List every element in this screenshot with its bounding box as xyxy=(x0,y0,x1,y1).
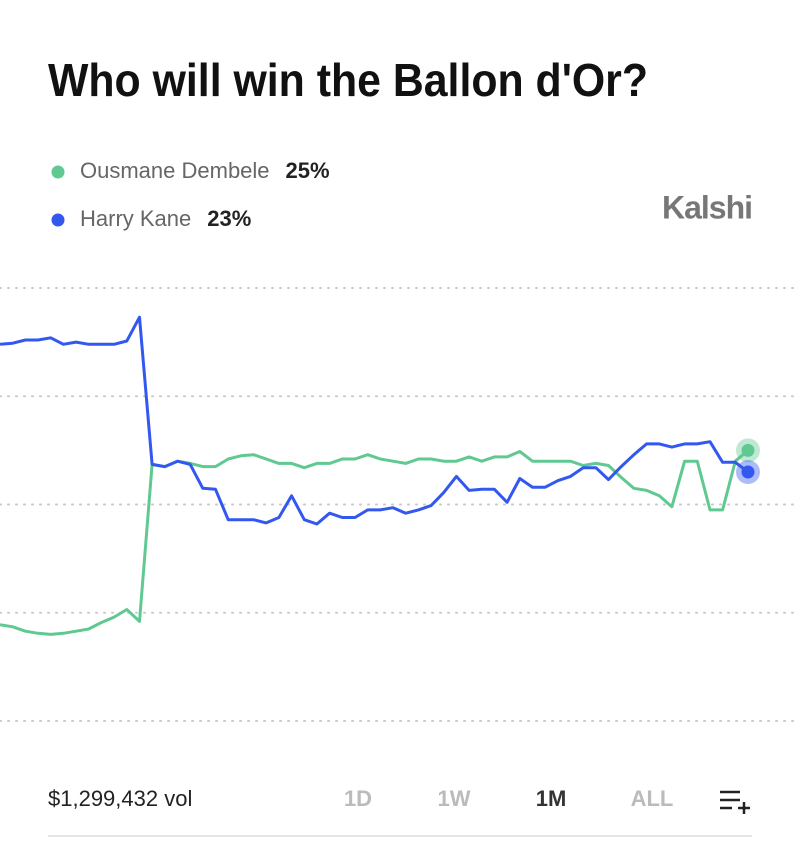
end-dot xyxy=(741,443,755,457)
legend-name: Harry Kane xyxy=(80,206,191,231)
range-button[interactable]: 1D xyxy=(344,786,372,811)
legend-value: 23% xyxy=(207,206,251,231)
brand-logo: Kalshi xyxy=(662,189,752,225)
legend-name: Ousmane Dembele xyxy=(80,158,270,183)
series-line xyxy=(0,315,749,526)
menu-icon[interactable] xyxy=(720,790,750,814)
volume: $1,299,432 vol xyxy=(48,786,192,811)
series-line xyxy=(0,449,749,636)
legend-dot xyxy=(51,165,65,179)
end-dot xyxy=(741,465,755,479)
range-button[interactable]: ALL xyxy=(631,786,674,811)
range-button[interactable]: 1W xyxy=(438,786,471,811)
range-button[interactable]: 1M xyxy=(536,786,567,811)
legend-dot xyxy=(51,213,65,227)
legend-value: 25% xyxy=(286,158,330,183)
chart-title: Who will win the Ballon d'Or? xyxy=(48,54,648,106)
